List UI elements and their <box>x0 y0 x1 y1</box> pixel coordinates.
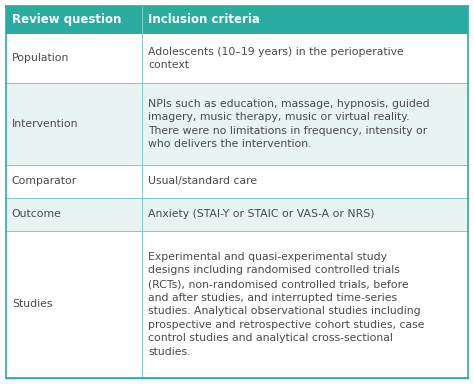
Bar <box>142 230 468 378</box>
Text: Inclusion criteria: Inclusion criteria <box>148 13 260 26</box>
Text: Comparator: Comparator <box>12 176 77 186</box>
Text: Review question: Review question <box>12 13 121 26</box>
Text: NPIs such as education, massage, hypnosis, guided
imagery, music therapy, music : NPIs such as education, massage, hypnosi… <box>148 99 430 149</box>
Bar <box>6 83 142 165</box>
Bar <box>142 198 468 230</box>
Text: Studies: Studies <box>12 300 52 310</box>
Bar <box>6 165 142 198</box>
Text: Experimental and quasi-experimental study
designs including randomised controlle: Experimental and quasi-experimental stud… <box>148 252 425 357</box>
Bar <box>6 6 142 34</box>
Bar <box>142 83 468 165</box>
Bar <box>6 198 142 230</box>
Text: Adolescents (10–19 years) in the perioperative
context: Adolescents (10–19 years) in the periope… <box>148 46 404 70</box>
Bar <box>142 165 468 198</box>
Text: Anxiety (STAI-Y or STAIC or VAS-A or NRS): Anxiety (STAI-Y or STAIC or VAS-A or NRS… <box>148 209 375 219</box>
Bar <box>142 34 468 83</box>
Text: Population: Population <box>12 53 69 63</box>
Bar <box>6 34 142 83</box>
Text: Intervention: Intervention <box>12 119 78 129</box>
Text: Outcome: Outcome <box>12 209 62 219</box>
Bar <box>6 230 142 378</box>
Bar <box>142 6 468 34</box>
Text: Usual/standard care: Usual/standard care <box>148 176 257 186</box>
